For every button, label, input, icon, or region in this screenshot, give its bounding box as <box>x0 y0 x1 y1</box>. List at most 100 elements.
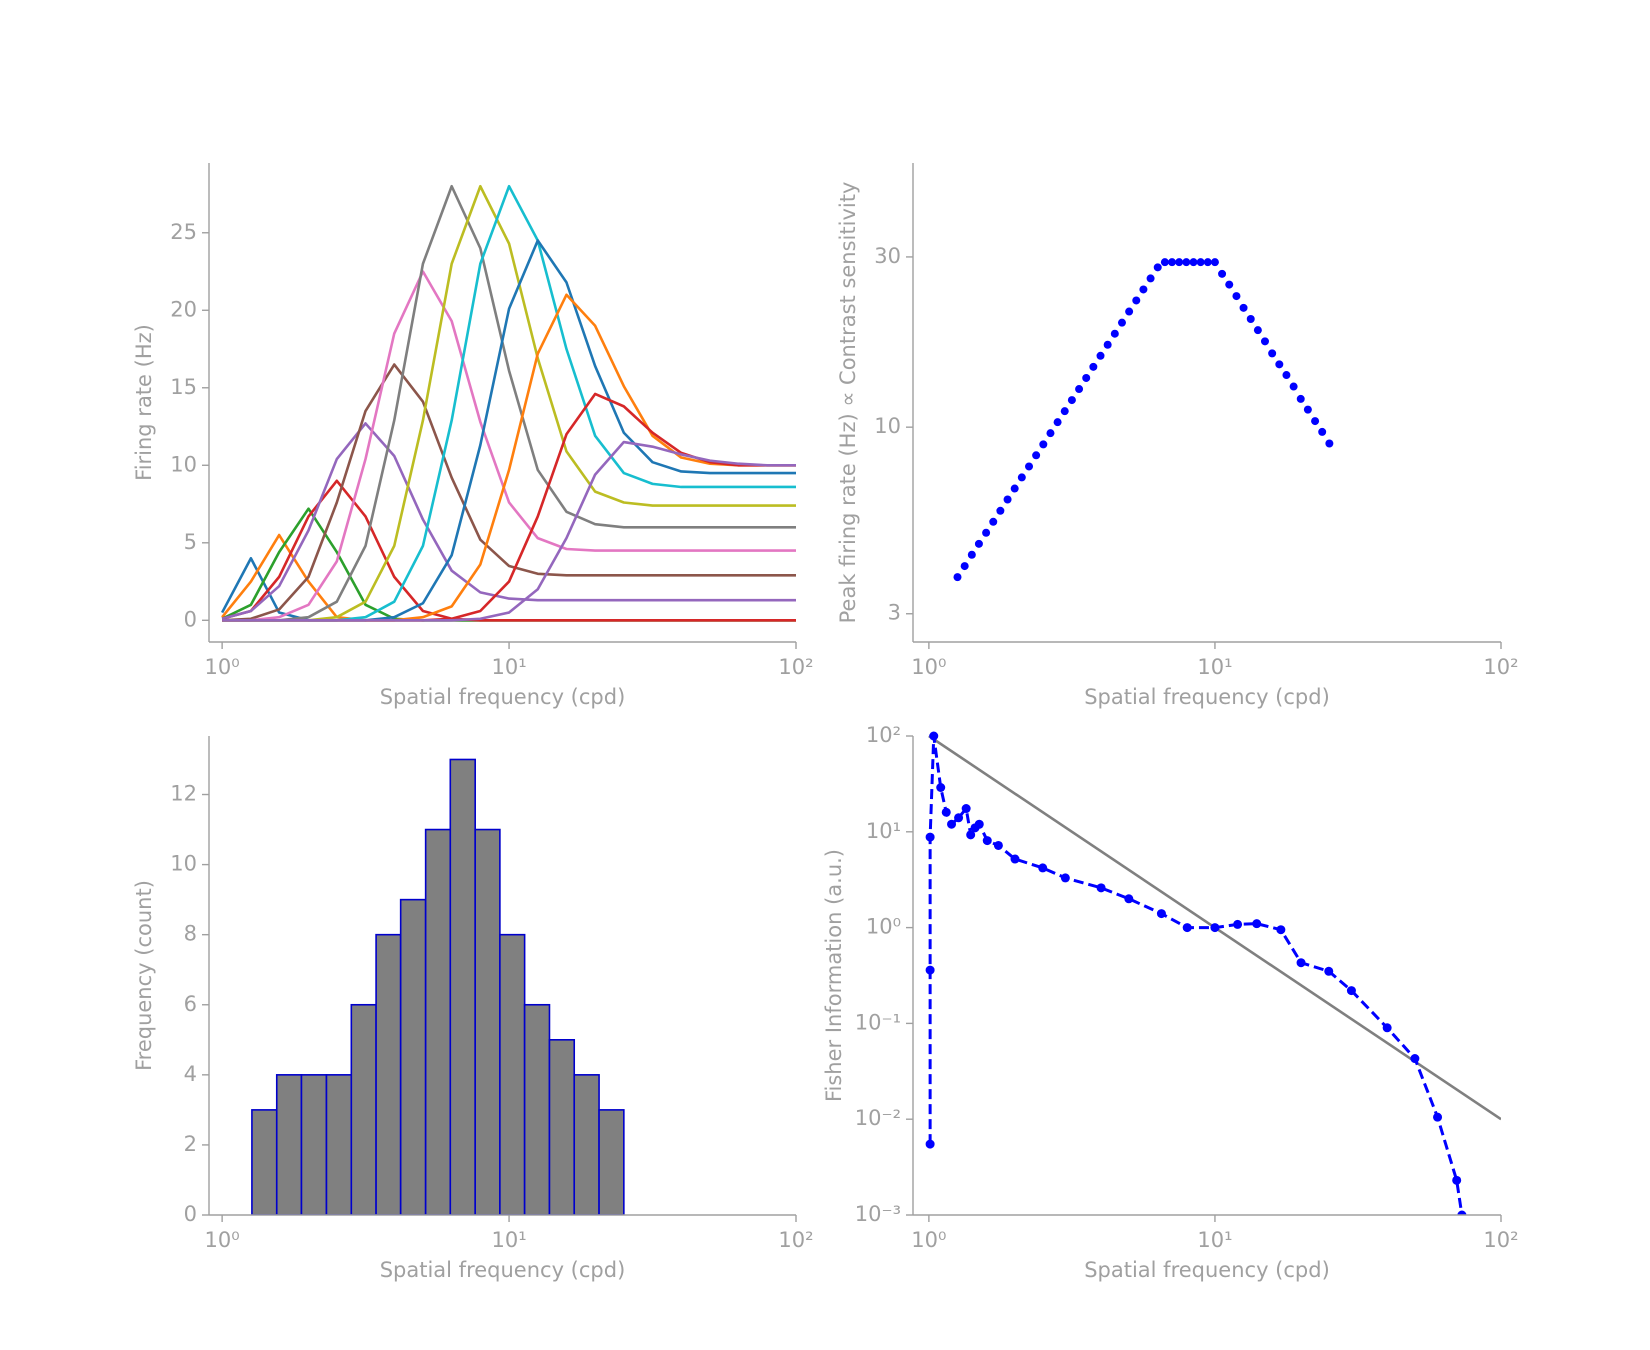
plot-area <box>953 258 1334 582</box>
point <box>1311 417 1320 426</box>
series-line <box>222 293 796 622</box>
bar <box>548 1038 576 1215</box>
x-tick-label: 10¹ <box>491 1228 526 1252</box>
point <box>1282 371 1291 380</box>
point <box>1117 318 1126 327</box>
series-marker <box>1276 925 1286 935</box>
bar <box>523 1003 551 1215</box>
series-marker <box>1346 986 1356 996</box>
point <box>1189 258 1198 267</box>
point <box>1075 385 1084 394</box>
bar <box>325 1074 353 1215</box>
series-marker <box>982 836 992 846</box>
series-line <box>221 422 796 621</box>
series-line <box>222 392 796 622</box>
series-marker <box>966 830 976 840</box>
series-marker <box>1156 909 1166 919</box>
y-tick-label: 3 <box>888 601 901 625</box>
point <box>1039 440 1048 449</box>
series-marker <box>1296 958 1306 968</box>
y-tick-label: 10¹ <box>866 819 901 843</box>
point <box>1032 451 1041 460</box>
series-marker <box>1210 923 1220 933</box>
y-tick-label: 8 <box>184 922 197 946</box>
point <box>1175 258 1184 267</box>
point <box>1303 405 1312 414</box>
y-tick-label: 15 <box>170 375 197 399</box>
series-marker <box>929 731 939 741</box>
y-tick-label: 10⁻³ <box>855 1202 901 1226</box>
y-axis-label: Peak firing rate (Hz) ∝ Contrast sensiti… <box>836 182 860 624</box>
series-marker <box>941 807 951 817</box>
point <box>1260 337 1269 346</box>
point <box>960 562 969 571</box>
point <box>1046 429 1055 438</box>
series-marker <box>1410 1054 1420 1064</box>
point <box>1196 258 1205 267</box>
series-line <box>928 734 1464 1215</box>
point <box>1067 396 1076 405</box>
series-marker <box>1124 894 1134 904</box>
bar <box>251 1109 278 1215</box>
point <box>1318 427 1327 436</box>
x-tick-label: 10⁰ <box>911 1228 946 1252</box>
point <box>1275 360 1284 369</box>
point <box>974 539 983 548</box>
panel: 10⁰ 10¹ 10² 10⁻³ 10⁻² 10⁻¹ 10⁰ 10¹ 10² Spatial fr… <box>822 723 1519 1282</box>
series-line <box>222 184 796 622</box>
point <box>1160 258 1169 267</box>
y-tick-label: 4 <box>184 1062 197 1086</box>
point <box>967 550 976 559</box>
series-line <box>222 239 796 622</box>
series-marker <box>1457 1210 1467 1215</box>
plot-area <box>925 731 1501 1215</box>
point <box>1003 495 1012 504</box>
point <box>982 528 991 537</box>
point <box>1268 349 1277 358</box>
series-line <box>222 440 796 622</box>
point <box>1218 269 1227 278</box>
series-line <box>222 184 796 622</box>
point <box>1089 362 1098 371</box>
y-tick-label: 6 <box>184 992 197 1016</box>
y-tick-label: 10 <box>874 414 901 438</box>
series-marker <box>1252 919 1262 929</box>
y-tick-label: 10⁰ <box>866 915 901 939</box>
series-marker <box>925 965 935 975</box>
point <box>1253 326 1262 335</box>
series-marker <box>1010 854 1020 864</box>
bar <box>573 1074 600 1215</box>
point <box>1060 407 1069 416</box>
series-marker <box>1060 873 1070 883</box>
y-tick-label: 20 <box>170 297 197 321</box>
x-tick-label: 10² <box>1483 655 1518 679</box>
point <box>1289 382 1298 391</box>
y-tick-label: 10⁻¹ <box>855 1010 901 1034</box>
point <box>1210 258 1219 267</box>
series-marker <box>1182 923 1192 933</box>
series-marker <box>936 783 946 793</box>
y-tick-label: 10 <box>170 852 197 876</box>
series-marker <box>1096 883 1106 893</box>
point <box>1182 258 1191 267</box>
x-tick-label: 10⁰ <box>205 655 240 679</box>
series-marker <box>947 819 957 829</box>
series-marker <box>925 832 935 842</box>
point <box>953 573 962 582</box>
x-tick-label: 10⁰ <box>205 1228 240 1252</box>
point <box>1110 329 1119 338</box>
point <box>1132 296 1141 305</box>
bar <box>300 1074 328 1215</box>
series-marker <box>974 819 984 829</box>
point <box>1153 263 1162 272</box>
y-tick-label: 0 <box>184 1202 197 1226</box>
point <box>989 517 998 526</box>
y-tick-label: 5 <box>184 530 197 554</box>
point <box>1053 418 1062 427</box>
point <box>1125 307 1134 316</box>
point <box>1168 258 1177 267</box>
point <box>1246 314 1255 323</box>
y-tick-label: 10² <box>866 723 901 747</box>
panel: 10⁰ 10¹ 10² 0 2 4 6 8 10 12 Spatial frequency (cpd… <box>132 736 814 1282</box>
plot-area <box>220 184 796 622</box>
